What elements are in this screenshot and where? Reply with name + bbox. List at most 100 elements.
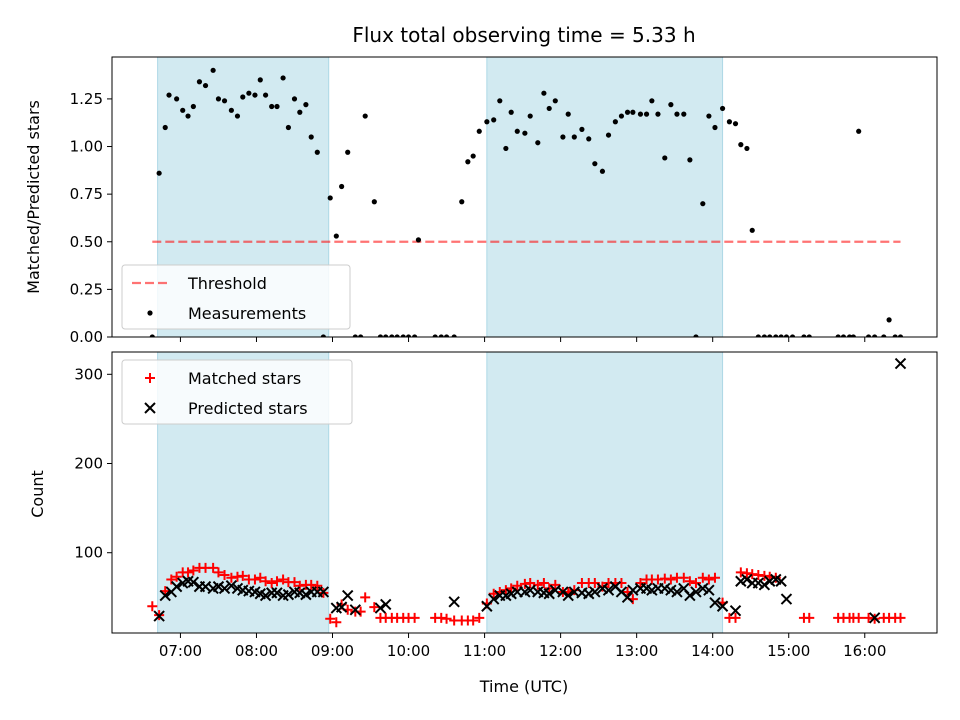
measurement-point [886,317,892,323]
matched-point [183,567,194,578]
series-predicted-stars [153,357,907,624]
measurement-point [339,183,345,190]
measurement-point [835,334,841,337]
measurement-point [210,67,216,73]
measurement-point [405,334,412,337]
matched-point [147,601,158,612]
predicted-point [380,598,392,611]
predicted-point [716,600,729,612]
predicted-point [374,602,387,614]
measurement-point [649,98,655,104]
measurement-point [662,155,668,161]
measurement-point [514,128,520,134]
predicted-point [271,587,283,599]
measurement-point [470,153,476,159]
measurement-point [655,111,661,117]
predicted-point [562,589,574,602]
x-tick-label: 16:00 [843,642,886,660]
matched-point [538,578,549,589]
measurement-point [789,334,796,337]
y-tick-label: 1.00 [70,138,103,156]
predicted-point [543,588,555,600]
y-tick-label: 0.50 [70,233,103,251]
predicted-point [487,593,500,605]
matched-point [730,612,741,623]
measurement-point [327,195,333,201]
measurement-point [856,128,862,134]
measurement-point [297,109,303,115]
matched-point [255,572,266,583]
measurement-point [400,334,406,337]
x-tick-label: 15:00 [767,642,810,660]
measurement-point [190,103,196,110]
measurement-point [389,334,395,337]
measurement-point [552,98,558,104]
measurement-point [693,334,699,337]
matched-point [188,565,199,576]
measurement-point [726,119,733,125]
x-tick-label: 07:00 [159,642,202,660]
measurement-point [624,109,631,115]
predicted-point [259,589,272,602]
predicted-point [342,589,354,602]
matched-point [278,574,289,585]
measurement-point [773,334,779,337]
matched-point [249,574,260,585]
predicted-point [758,579,771,591]
axes-frame [111,56,938,338]
predicted-point [894,357,907,370]
measurement-point [881,334,887,337]
measurement-point [897,334,904,337]
matched-point [272,576,282,587]
measurement-point [228,107,234,113]
measurement-point [637,111,644,117]
measurement-point [358,334,364,337]
matched-point [474,612,485,623]
measurement-point [308,134,314,140]
y-axis-label-count: Count [28,470,47,518]
matched-point [219,570,230,581]
y-axis-label-ratio: Matched/Predicted stars [24,100,43,294]
predicted-point [153,610,165,622]
matched-point [468,615,479,626]
matched-point [525,578,536,589]
measurement-point [252,92,258,98]
measurement-point [185,113,191,119]
measurement-point [180,107,186,113]
measurement-point [872,334,878,337]
predicted-point [170,580,183,593]
measurement-point [269,103,275,110]
predicted-point [557,586,569,598]
plot-area [147,352,907,633]
legend: Threshold Measurements [121,264,351,330]
x-tick-label: 14:00 [691,642,734,660]
matched-point [409,612,420,623]
y-tick-label: 300 [74,365,103,383]
measurement-point [234,113,241,119]
matched-point [441,613,452,624]
measurement-point [546,105,552,112]
matched-point [512,580,523,591]
measurement-point [484,119,490,125]
predicted-point [775,575,787,587]
matched-point [237,570,248,581]
measurement-point [806,334,812,337]
x-tick-label: 08:00 [235,642,278,660]
measurement-point [438,334,444,337]
measurement-point [744,145,750,152]
measurement-point [719,105,726,112]
measurement-point [761,334,767,337]
count-panel: 100 200 300 07:00 08:00 09:00 10:00 11:00 12:00 1… [74,351,938,660]
predicted-point [349,604,362,616]
y-tick-label: 0.75 [70,185,103,203]
measurement-point [240,94,246,100]
predicted-point [741,573,753,586]
measurement-point [571,134,577,140]
measurement-point [522,130,528,136]
measurement-point [333,233,339,239]
measurement-point [618,113,625,119]
measurement-point [415,237,422,243]
measurement-point [280,75,286,81]
measurement-point [560,134,566,140]
measurement-point [451,334,457,337]
